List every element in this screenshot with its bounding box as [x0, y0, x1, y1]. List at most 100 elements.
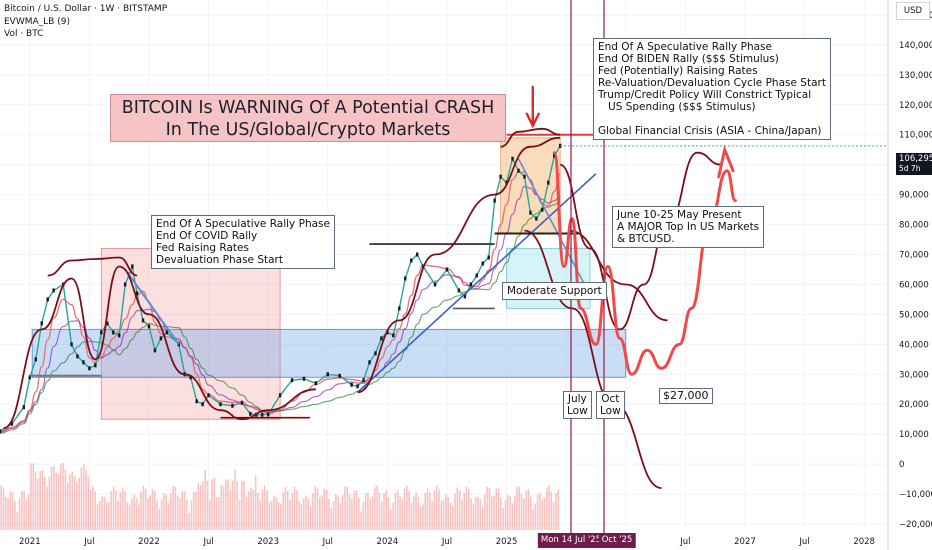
volume-bar — [406, 485, 408, 530]
price-candle — [112, 330, 115, 335]
volume-bar — [206, 480, 209, 530]
price-candle — [410, 258, 413, 263]
handdrawn-arc-2025-top — [500, 127, 561, 148]
price-candle — [398, 306, 401, 311]
price-candle — [46, 297, 49, 302]
volume-bar — [41, 470, 44, 530]
down-arrow-icon — [525, 85, 540, 129]
volume-bar — [309, 505, 312, 530]
price-candle — [189, 375, 192, 380]
volume-bar — [312, 493, 314, 530]
x-tick-label: Jul — [202, 537, 213, 547]
volume-bar — [18, 498, 21, 530]
volume-bar — [25, 499, 28, 530]
y-tick-label: 130,000 — [899, 71, 932, 81]
price-candle — [547, 180, 550, 185]
indicator-evwma[interactable]: EVWMA_LB (9) — [4, 17, 70, 27]
price-candle — [338, 373, 341, 378]
volume-bar — [192, 491, 195, 530]
volume-bar — [424, 492, 427, 530]
volume-bar — [211, 479, 213, 530]
volume-bar — [108, 502, 110, 530]
volume-bar — [149, 495, 151, 530]
price-candle — [131, 264, 134, 269]
volume-bar — [431, 501, 433, 530]
volume-bar — [374, 487, 376, 530]
volume-bar — [353, 490, 355, 530]
volume-bar — [468, 488, 470, 530]
volume-bar — [523, 498, 525, 530]
price-candle — [94, 363, 97, 368]
volume-bar — [254, 475, 257, 530]
volume-bar — [14, 501, 16, 530]
volume-bar — [137, 504, 140, 530]
volume-bar — [355, 490, 358, 530]
volume-bar — [121, 487, 124, 530]
handdrawn-cycle-2021 — [3, 265, 316, 430]
volume-bar — [456, 487, 459, 530]
volume-bar — [204, 470, 206, 530]
price-candle — [535, 216, 538, 221]
price-candle — [445, 267, 449, 272]
volume-bar — [186, 499, 188, 530]
volume-bar — [176, 495, 179, 530]
volume-bar — [330, 508, 333, 530]
volume-bar — [101, 496, 103, 530]
price-candle — [153, 348, 157, 353]
volume-bar — [32, 463, 35, 530]
price-candle — [553, 153, 556, 158]
volume-bar — [179, 498, 181, 530]
price-candle — [147, 324, 151, 329]
handdrawn-recovery-path — [559, 151, 722, 331]
y-tick-label: 110,000 — [899, 131, 932, 141]
y-tick-label: −10,000 — [899, 490, 932, 500]
price-candle — [493, 198, 496, 203]
volume-bar — [181, 491, 184, 530]
volume-bar — [250, 487, 252, 530]
price-candle — [28, 375, 31, 380]
volume-bar — [557, 490, 559, 530]
volume-bar — [298, 500, 300, 530]
price-candle — [159, 336, 163, 341]
volume-bar — [555, 493, 557, 530]
volume-bar — [231, 480, 234, 530]
price-candle — [487, 255, 490, 260]
volume-bar — [30, 463, 32, 530]
volume-bar — [222, 486, 225, 530]
price-candle — [481, 261, 484, 266]
y-tick-label: 70,000 — [899, 251, 929, 261]
ma-line-slow — [0, 200, 561, 435]
volume-bar — [348, 494, 351, 530]
volume-bar — [362, 501, 365, 530]
volume-bar — [392, 502, 394, 530]
volume-bar — [105, 501, 108, 530]
volume-bar — [509, 495, 511, 530]
volume-bar — [539, 493, 541, 530]
currency-button[interactable]: USD — [896, 2, 930, 20]
volume-bar — [321, 495, 323, 530]
volume-bar — [273, 495, 275, 530]
volume-bar — [82, 464, 85, 530]
volume-bar — [9, 491, 12, 530]
volume-bar — [550, 491, 553, 530]
volume-bar — [73, 476, 76, 530]
volume-bar — [479, 499, 482, 530]
volume-bar — [213, 477, 216, 530]
volume-bar — [289, 500, 291, 530]
volume-bar — [484, 494, 486, 530]
volume-bar — [126, 502, 129, 530]
price-candle — [380, 336, 383, 341]
note-2021-top: End Of A Speculative Rally Phase End Of … — [151, 215, 335, 269]
volume-bar — [390, 509, 392, 530]
volume-bar — [426, 488, 429, 530]
price-candle — [368, 360, 371, 365]
volume-bar — [85, 469, 87, 530]
x-tick-label: Jul — [83, 537, 94, 547]
price-candle — [266, 412, 270, 417]
volume-bar — [280, 504, 282, 530]
y-tick-label: 120,000 — [899, 101, 932, 111]
indicator-volume[interactable]: Vol · BTC — [4, 29, 44, 39]
volume-bar — [495, 488, 498, 530]
volume-bar — [461, 499, 463, 530]
